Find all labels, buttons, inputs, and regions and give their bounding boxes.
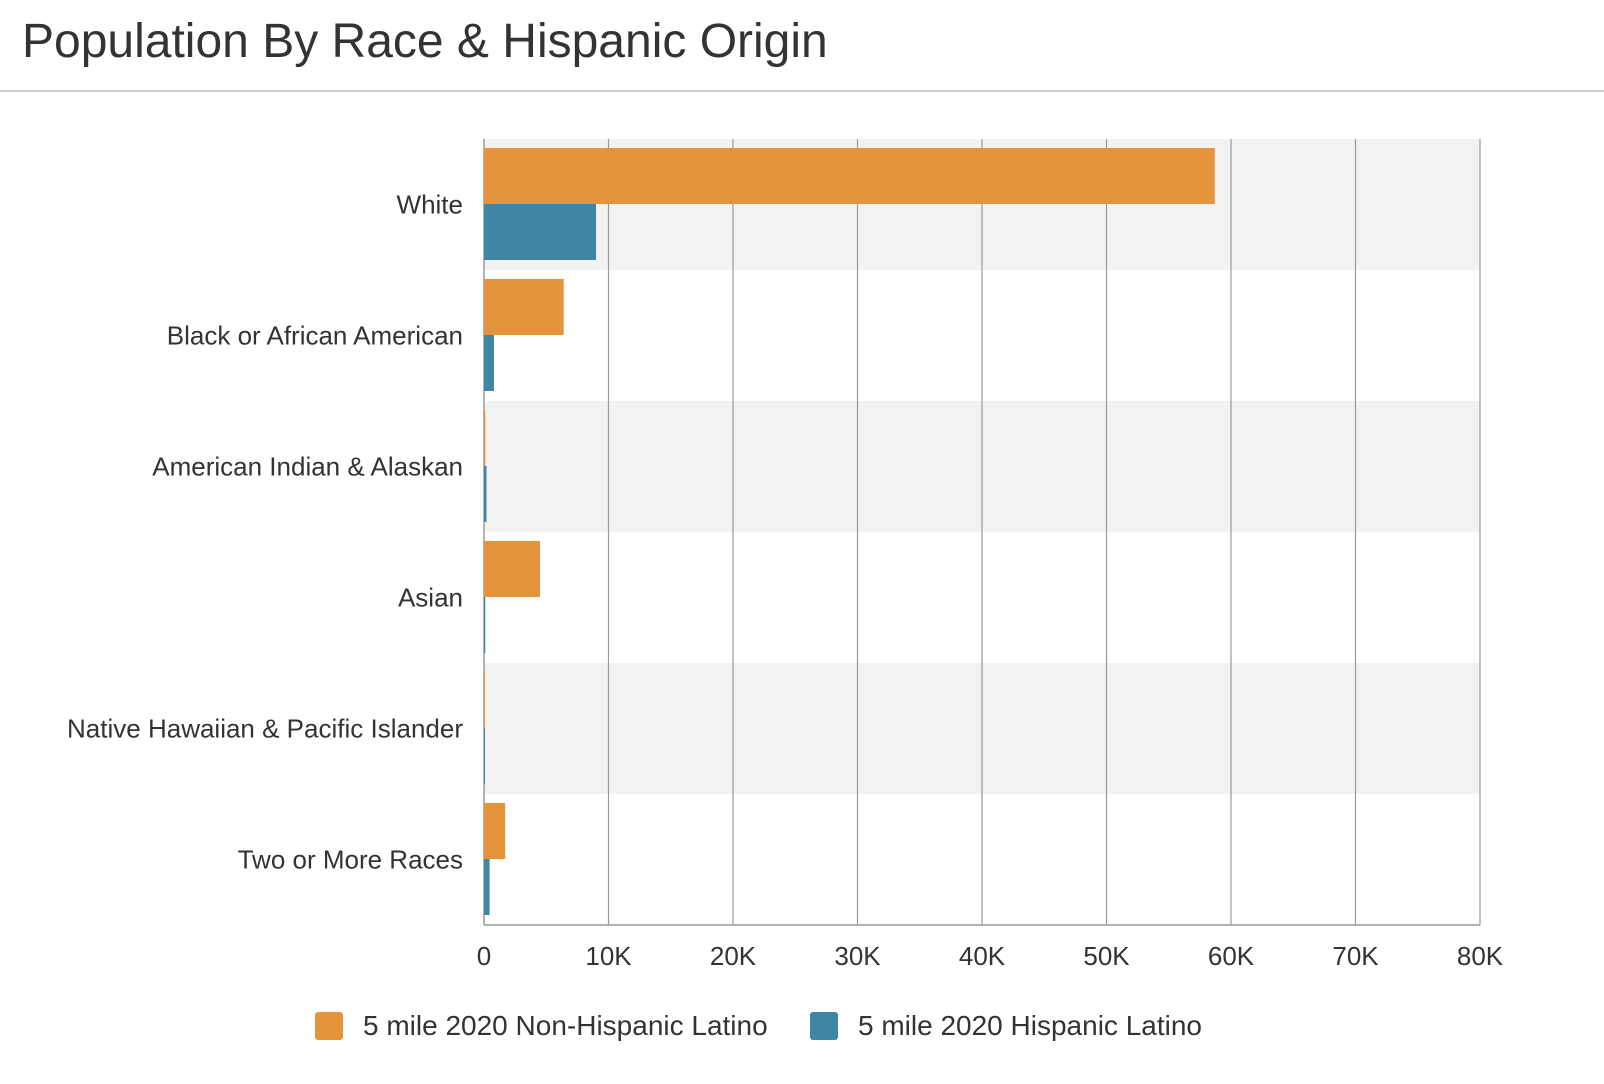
category-label: American Indian & Alaskan	[152, 452, 463, 482]
bar-non-hispanic	[484, 803, 506, 859]
bar-non-hispanic	[484, 541, 541, 597]
x-tick-label: 80K	[1457, 941, 1504, 971]
bar-hispanic	[484, 204, 597, 260]
legend-item-hispanic[interactable]: 5 mile 2020 Hispanic Latino	[810, 1010, 1202, 1042]
chart-header: Population By Race & Hispanic Origin	[0, 0, 1604, 92]
category-label: Asian	[398, 583, 463, 613]
x-tick-label: 40K	[959, 941, 1006, 971]
x-tick-label: 0	[477, 941, 491, 971]
category-label: White	[397, 190, 463, 220]
x-tick-label: 20K	[710, 941, 757, 971]
category-label: Two or More Races	[238, 845, 463, 875]
x-tick-label: 60K	[1208, 941, 1255, 971]
category-label: Black or African American	[167, 321, 463, 351]
category-label: Native Hawaiian & Pacific Islander	[67, 714, 463, 744]
bar-hispanic	[484, 597, 486, 653]
bar-hispanic	[484, 335, 494, 391]
x-tick-label: 70K	[1332, 941, 1379, 971]
x-tick-label: 50K	[1083, 941, 1130, 971]
bar-non-hispanic	[484, 672, 485, 728]
legend-label-hispanic: 5 mile 2020 Hispanic Latino	[858, 1010, 1202, 1041]
legend-item-non-hispanic[interactable]: 5 mile 2020 Non-Hispanic Latino	[315, 1010, 768, 1042]
x-tick-label: 30K	[834, 941, 881, 971]
bar-hispanic	[484, 466, 487, 522]
bar-chart: White Black or African American American I…	[67, 139, 1504, 971]
bar-non-hispanic	[484, 148, 1215, 204]
chart-title: Population By Race & Hispanic Origin	[22, 15, 828, 68]
bar-non-hispanic	[484, 410, 486, 466]
chart-legend: 5 mile 2020 Non-Hispanic Latino 5 mile 2…	[0, 1010, 1604, 1050]
x-tick-label: 10K	[585, 941, 632, 971]
legend-swatch-hispanic	[810, 1012, 838, 1040]
bar-hispanic	[484, 859, 490, 915]
legend-label-non-hispanic: 5 mile 2020 Non-Hispanic Latino	[363, 1010, 768, 1041]
bar-non-hispanic	[484, 279, 564, 335]
bar-hispanic	[484, 728, 485, 784]
legend-swatch-non-hispanic	[315, 1012, 343, 1040]
